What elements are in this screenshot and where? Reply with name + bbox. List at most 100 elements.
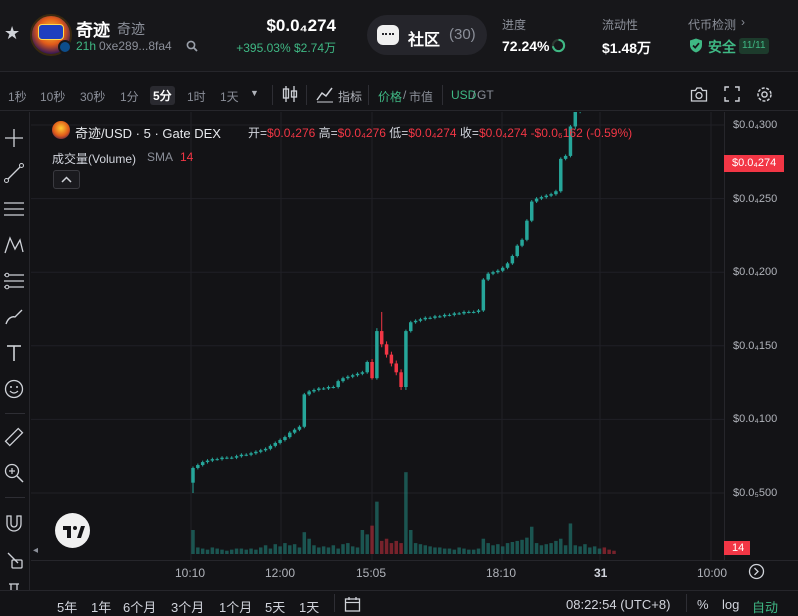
- fullscreen-icon[interactable]: [724, 86, 740, 102]
- volume-bar: [481, 538, 486, 554]
- brush-icon[interactable]: [3, 306, 25, 328]
- candle-body: [505, 263, 510, 268]
- volume-bar: [196, 547, 200, 554]
- crosshair-icon[interactable]: [3, 127, 25, 149]
- gear-icon[interactable]: [756, 86, 773, 103]
- range-5d[interactable]: 5天: [265, 600, 286, 615]
- usd-toggle[interactable]: USD: [451, 88, 477, 102]
- price-tick: $0.0₄100: [733, 413, 778, 425]
- prediction-icon[interactable]: [3, 270, 25, 292]
- calendar-range-icon[interactable]: [344, 596, 361, 612]
- token-check-link[interactable]: 代币检测: [688, 18, 737, 32]
- volume-bar: [462, 548, 466, 554]
- contract-address[interactable]: 0xe289...8fa4: [99, 39, 172, 53]
- price-axis[interactable]: [724, 112, 798, 560]
- volume-bar: [399, 543, 403, 554]
- timeframe-1s[interactable]: 1秒: [8, 90, 27, 104]
- timeframe-1m[interactable]: 1分: [120, 90, 139, 104]
- volume-bar: [375, 501, 379, 554]
- toggle-slash: /: [403, 88, 407, 102]
- timeframe-1d[interactable]: 1天: [220, 90, 239, 104]
- volume-bar: [384, 538, 389, 554]
- timeframe-dropdown-icon[interactable]: ▼: [250, 88, 259, 98]
- candle-body: [200, 462, 205, 466]
- timeframe-5m[interactable]: 5分: [150, 86, 175, 105]
- range-1y[interactable]: 1年: [91, 600, 112, 615]
- candlestick-type-icon[interactable]: [282, 85, 298, 103]
- volume-bar: [379, 540, 384, 554]
- log-scale-toggle[interactable]: log: [722, 597, 740, 612]
- search-icon[interactable]: [186, 40, 198, 52]
- range-5y[interactable]: 5年: [57, 600, 78, 615]
- go-to-realtime-icon[interactable]: [748, 563, 765, 580]
- volume-bar: [312, 545, 316, 554]
- zoom-in-icon[interactable]: [3, 462, 25, 484]
- collapse-legend-button[interactable]: [53, 170, 80, 189]
- auto-scale-toggle[interactable]: 自动: [752, 600, 779, 615]
- indicator-icon[interactable]: [316, 85, 334, 103]
- volume-bar: [389, 543, 394, 554]
- pattern-icon[interactable]: [3, 234, 25, 256]
- timeframe-10s[interactable]: 10秒: [40, 90, 66, 104]
- candle-body: [239, 454, 244, 457]
- candle-body: [428, 317, 432, 319]
- lock-drawing-icon[interactable]: [3, 548, 25, 570]
- range-1d[interactable]: 1天: [299, 600, 320, 615]
- volume-bar: [254, 549, 258, 554]
- fib-retracement-icon[interactable]: [3, 198, 25, 220]
- tradingview-logo[interactable]: [55, 513, 90, 548]
- volume-bar: [607, 549, 611, 554]
- volume-bar: [200, 548, 205, 554]
- market-cap-toggle[interactable]: 市值: [409, 90, 434, 104]
- gt-toggle[interactable]: GT: [477, 88, 494, 102]
- candle-body: [384, 344, 389, 355]
- volume-legend[interactable]: 成交量(Volume): [52, 152, 137, 166]
- price-toggle[interactable]: 价格: [378, 90, 403, 104]
- volume-bar: [229, 549, 234, 554]
- volume-bar: [259, 547, 263, 554]
- camera-icon[interactable]: [690, 86, 708, 103]
- chevron-right-icon[interactable]: ›: [741, 15, 745, 29]
- volume-bar: [283, 543, 287, 554]
- candle-body: [481, 279, 486, 311]
- candlestick-chart[interactable]: [31, 112, 724, 560]
- time-axis[interactable]: [31, 560, 798, 585]
- timeframe-1h[interactable]: 1时: [187, 90, 206, 104]
- timezone-clock[interactable]: 08:22:54 (UTC+8): [566, 597, 671, 612]
- percent-scale-toggle[interactable]: %: [697, 597, 709, 612]
- candle-body: [225, 457, 229, 459]
- magnet-icon[interactable]: [3, 512, 25, 534]
- candle-body: [331, 387, 336, 389]
- ruler-icon[interactable]: [3, 426, 25, 448]
- candle-body: [191, 467, 195, 483]
- trend-line-icon[interactable]: [3, 162, 25, 184]
- timeframe-30s[interactable]: 30秒: [80, 90, 106, 104]
- candle-body: [302, 394, 307, 427]
- legend-close-label: 收=: [459, 126, 479, 140]
- range-1m[interactable]: 1个月: [219, 600, 253, 615]
- volume-bar: [544, 544, 548, 554]
- collapse-tools-icon[interactable]: ◂: [33, 545, 39, 556]
- favorite-star-icon[interactable]: ★: [4, 23, 21, 43]
- time-tick: 18:10: [486, 566, 517, 580]
- liquidity-title: 流动性: [602, 18, 639, 32]
- legend-low: $0.0₄274: [408, 126, 457, 140]
- range-3m[interactable]: 3个月: [171, 600, 205, 615]
- chart-toolbar: [0, 79, 798, 111]
- volume-bar: [554, 540, 558, 554]
- candle-body: [423, 317, 428, 320]
- candle-body: [471, 311, 476, 313]
- candle-body: [496, 270, 500, 273]
- legend-open-label: 开=: [248, 126, 268, 140]
- time-tick: 12:00: [265, 566, 296, 580]
- volume-bar: [249, 548, 253, 554]
- emoji-icon[interactable]: [3, 378, 25, 400]
- candle-body: [220, 457, 224, 460]
- volume-bar: [597, 548, 602, 554]
- range-6m[interactable]: 6个月: [123, 600, 157, 615]
- volume-bar: [210, 547, 215, 554]
- candle-body: [462, 311, 466, 314]
- indicator-button[interactable]: 指标: [338, 90, 363, 104]
- text-tool-icon[interactable]: [3, 342, 25, 364]
- candle-body: [375, 331, 379, 379]
